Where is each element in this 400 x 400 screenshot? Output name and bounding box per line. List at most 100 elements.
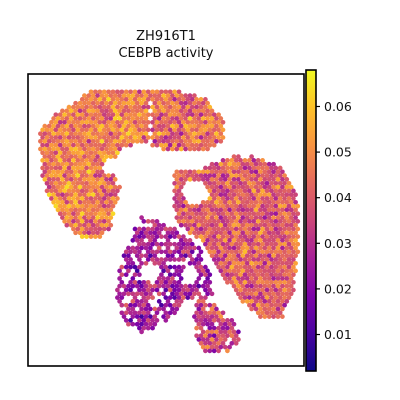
tissue-spot [209, 344, 215, 350]
tissue-spot [220, 203, 226, 209]
tissue-spot [196, 146, 202, 152]
tissue-spot [277, 180, 283, 186]
tissue-spot [66, 135, 72, 140]
tissue-spot [64, 169, 70, 175]
tissue-spot [86, 169, 92, 175]
tissue-spot [152, 138, 158, 144]
tissue-spot [255, 173, 261, 178]
tissue-spot [258, 207, 263, 213]
tissue-spot [236, 222, 241, 228]
tissue-spot [275, 314, 281, 319]
tissue-spot [152, 253, 158, 259]
tissue-spot [88, 150, 94, 156]
tissue-spot [209, 108, 215, 114]
tissue-spot [130, 123, 136, 129]
tissue-spot [233, 340, 239, 346]
tissue-spot [106, 112, 111, 118]
tissue-spot [196, 100, 202, 106]
tissue-spot [77, 192, 83, 198]
tissue-spot [238, 173, 243, 178]
tissue-spot [66, 196, 72, 201]
tissue-spot [79, 127, 85, 133]
tissue-spot [198, 272, 204, 278]
tissue-spot [123, 257, 129, 262]
tissue-spot [137, 325, 142, 331]
tissue-spot [192, 230, 197, 236]
tissue-spot [46, 138, 52, 144]
tissue-spot [108, 215, 114, 220]
tissue-spot [211, 325, 217, 331]
tissue-spot [95, 215, 100, 220]
tissue-spot [106, 119, 111, 125]
tissue-spot [214, 116, 219, 121]
tissue-spot [167, 97, 173, 102]
tissue-spot [220, 188, 226, 194]
tissue-spot [240, 299, 246, 304]
tissue-spot [99, 184, 105, 190]
tissue-spot [271, 268, 276, 274]
tissue-spot [99, 116, 105, 121]
tissue-spot [88, 203, 94, 209]
tissue-spot [209, 207, 215, 213]
tissue-spot [90, 230, 96, 236]
tissue-spot [99, 138, 105, 144]
tissue-spot [123, 302, 129, 308]
tissue-spot [53, 150, 59, 156]
tissue-spot [176, 119, 182, 125]
tissue-spot [112, 199, 118, 205]
tissue-spot [205, 199, 210, 205]
tissue-spot [51, 131, 56, 137]
tissue-spot [97, 165, 103, 171]
tissue-spot [293, 260, 298, 266]
tissue-spot [214, 169, 219, 175]
tissue-spot [249, 177, 254, 182]
tissue-spot [82, 131, 87, 137]
tissue-spot [192, 93, 197, 98]
tissue-spot [255, 287, 261, 293]
tissue-spot [251, 257, 257, 262]
tissue-spot [220, 173, 226, 178]
tissue-spot [132, 302, 138, 308]
tissue-spot [240, 268, 246, 274]
tissue-spot [242, 241, 248, 247]
tissue-spot [53, 127, 59, 133]
tissue-spot [60, 161, 65, 167]
tissue-spot [101, 142, 107, 148]
tissue-spot [119, 302, 125, 308]
tissue-spot [93, 89, 98, 95]
tissue-spot [262, 268, 268, 274]
tissue-spot [139, 93, 144, 98]
tissue-spot [216, 333, 221, 339]
tissue-spot [275, 169, 281, 175]
tissue-spot [128, 127, 133, 133]
tissue-spot [260, 302, 265, 308]
tissue-spot [194, 135, 199, 140]
tissue-spot [154, 249, 160, 255]
tissue-spot [260, 196, 265, 201]
tissue-spot [57, 203, 63, 209]
tissue-spot [284, 276, 290, 281]
tissue-spot [161, 314, 166, 319]
tissue-spot [145, 234, 151, 239]
tissue-spot [247, 196, 252, 201]
tissue-spot [214, 314, 219, 319]
tissue-spot [84, 127, 89, 133]
tissue-spot [71, 226, 76, 232]
tissue-spot [79, 234, 85, 239]
tissue-spot [108, 131, 114, 137]
tissue-spot [161, 260, 166, 266]
tissue-spot [255, 310, 261, 316]
tissue-spot [264, 226, 270, 232]
tissue-spot [249, 154, 254, 159]
tissue-spot [108, 116, 114, 121]
tissue-spot [218, 344, 224, 350]
tissue-spot [68, 116, 74, 121]
tissue-spot [293, 245, 298, 251]
tissue-spot [156, 93, 162, 98]
tissue-spot [170, 138, 175, 144]
tissue-spot [163, 97, 169, 102]
tissue-spot [209, 291, 215, 297]
tissue-spot [178, 138, 184, 144]
tissue-spot [242, 180, 248, 186]
tissue-spot [244, 222, 250, 228]
